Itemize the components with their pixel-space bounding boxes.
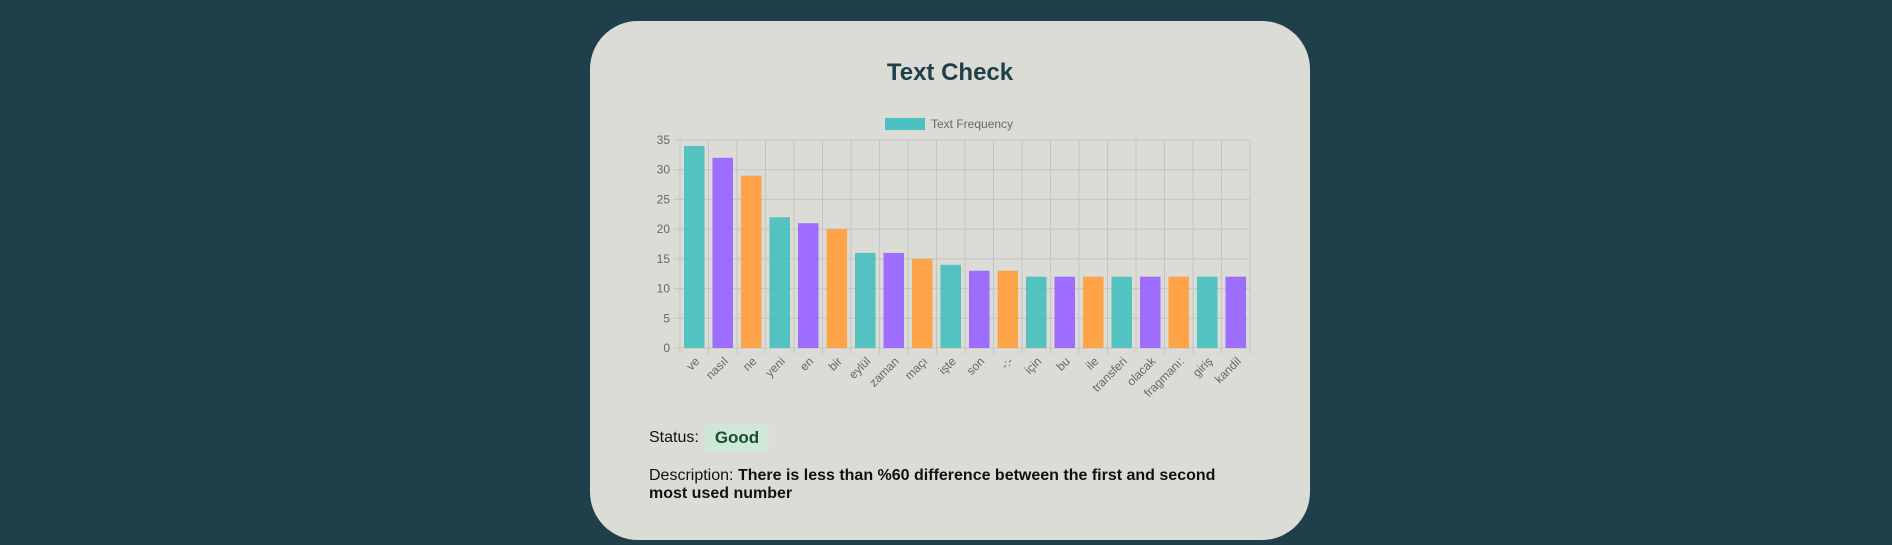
x-tick-label: maçı [902,354,930,382]
y-tick-label: 25 [657,192,671,206]
y-tick-label: 15 [657,252,671,266]
bar [683,145,705,348]
bar [940,264,962,348]
status-label: Status: [649,429,699,446]
text-check-card: Text Check 0 5 10 15 20 25 30 35 ve nasıl ne yeni en… [590,21,1310,540]
y-tick-label: 0 [663,341,670,355]
x-tick-label: nasıl [703,354,731,382]
x-tick-label: ile [1083,354,1102,373]
x-tick-label: bir [826,354,845,373]
bar [826,229,848,348]
bar [1025,276,1047,348]
bar [911,258,933,348]
x-tick-label: en [797,354,816,373]
description-text: There is less than %60 difference betwee… [649,467,1216,502]
x-tick-label: kandil [1212,354,1244,386]
y-tick-label: 30 [657,163,671,177]
status-badge: Good [704,424,770,452]
card-title: Text Check [886,59,1014,86]
x-tick-label: bu [1054,354,1073,373]
x-tick-label: -:- [998,354,1016,372]
x-tick-label: son [964,354,988,378]
y-tick-label: 20 [657,222,671,236]
bar [1168,276,1190,348]
x-tick-label: ve [684,354,703,373]
bar [883,252,905,348]
bar [712,157,734,348]
bar [1111,276,1133,348]
bar [1082,276,1104,348]
bar [769,217,791,348]
bar [1139,276,1161,348]
bar [797,223,819,348]
y-tick-label: 35 [657,133,671,147]
bar [740,175,762,348]
bar [854,252,876,348]
x-tick-label: ne [740,354,760,374]
x-tick-label: için [1022,354,1045,377]
description-label: Description: [649,467,734,484]
x-tick-label: zaman [866,354,901,389]
x-tick-label: yeni [762,354,787,379]
legend-label: Text Frequency [931,117,1013,131]
y-tick-label: 5 [663,311,670,325]
legend-swatch [885,118,925,130]
bar [1196,276,1218,348]
bar [997,270,1019,348]
description: Description: There is less than %60 diff… [649,467,1249,503]
bar [1225,276,1247,348]
x-tick-label: işte [936,354,959,377]
bar [1054,276,1076,348]
bar [968,270,990,348]
status-row: Status: Good [649,424,770,452]
y-tick-label: 10 [657,282,671,296]
